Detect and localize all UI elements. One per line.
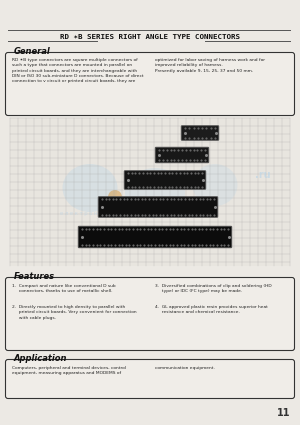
Ellipse shape [108, 190, 122, 204]
Text: 3.  Diversified combinations of clip and soldering (HD
     type) or IDC (FC typ: 3. Diversified combinations of clip and … [155, 284, 272, 293]
Ellipse shape [125, 168, 185, 218]
Text: communication equipment.: communication equipment. [155, 366, 215, 370]
Text: .ru: .ru [255, 170, 271, 180]
FancyBboxPatch shape [5, 360, 295, 399]
FancyBboxPatch shape [5, 53, 295, 116]
Text: е л е к т р о н i к а: е л е к т р о н i к а [60, 210, 110, 215]
Ellipse shape [62, 164, 118, 212]
Text: Computers, peripheral and terminal devices, control
equipment, measuring apparat: Computers, peripheral and terminal devic… [12, 366, 126, 375]
FancyBboxPatch shape [181, 126, 219, 140]
FancyBboxPatch shape [98, 197, 218, 217]
Bar [10, 118, 290, 266]
Ellipse shape [193, 164, 238, 206]
Text: 4.  GL approved plastic resin provides superior heat
     resistance and chemica: 4. GL approved plastic resin provides su… [155, 305, 268, 314]
Text: Application: Application [14, 354, 68, 363]
FancyBboxPatch shape [124, 171, 206, 189]
FancyBboxPatch shape [5, 278, 295, 351]
Text: RD ✶B type connectors are square multiple connectors of
such a type that connect: RD ✶B type connectors are square multipl… [12, 58, 144, 83]
Text: 11: 11 [277, 408, 290, 418]
FancyBboxPatch shape [78, 226, 232, 248]
Text: RD ✶B SERIES RIGHT ANGLE TYPE CONNECTORS: RD ✶B SERIES RIGHT ANGLE TYPE CONNECTORS [60, 34, 240, 40]
Text: 2.  Directly mounted to high density to parallel with
     printed circuit board: 2. Directly mounted to high density to p… [12, 305, 136, 320]
Text: General: General [14, 47, 51, 56]
Text: 1.  Compact and nature like conventional D sub
     connectors, thanks to use of: 1. Compact and nature like conventional … [12, 284, 116, 293]
Text: Features: Features [14, 272, 55, 281]
FancyBboxPatch shape [155, 147, 209, 163]
Text: optimized for labor saving of harness work and for
improved reliability of harne: optimized for labor saving of harness wo… [155, 58, 265, 73]
